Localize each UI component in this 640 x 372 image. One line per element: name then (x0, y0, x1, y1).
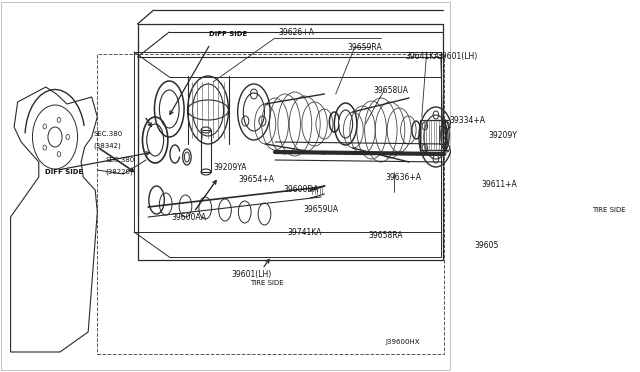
Text: (38342): (38342) (94, 143, 122, 149)
Text: 39658UA: 39658UA (374, 86, 409, 94)
Text: 39601(LH): 39601(LH) (437, 51, 477, 61)
Text: 39209Y: 39209Y (488, 131, 517, 140)
Text: 39659RA: 39659RA (347, 42, 381, 51)
Text: 39611+A: 39611+A (482, 180, 518, 189)
Text: 39334+A: 39334+A (449, 115, 485, 125)
Bar (420, 120, 445, 150)
Text: TIRE SIDE: TIRE SIDE (250, 280, 284, 286)
Text: DIFF SIDE: DIFF SIDE (45, 169, 83, 175)
Text: TIRE SIDE: TIRE SIDE (593, 207, 626, 213)
Text: (38220): (38220) (106, 169, 134, 175)
Bar (201, 130, 211, 172)
Text: SEC.380: SEC.380 (94, 131, 123, 137)
Text: 39636+A: 39636+A (385, 173, 421, 182)
Text: 39659UA: 39659UA (303, 205, 339, 214)
Text: 39605: 39605 (474, 241, 499, 250)
Text: J39600HX: J39600HX (385, 339, 420, 345)
Text: 39658RA: 39658RA (369, 231, 403, 240)
Text: 39600DA: 39600DA (284, 185, 319, 193)
Bar (438, 126, 445, 144)
Text: 39741KA: 39741KA (287, 228, 321, 237)
Text: 39626+A: 39626+A (278, 28, 314, 36)
Text: DIFF SIDE: DIFF SIDE (209, 31, 247, 37)
Text: 39209YA: 39209YA (213, 163, 246, 171)
Text: 39601(LH): 39601(LH) (231, 270, 271, 279)
Text: 39654+A: 39654+A (238, 174, 275, 183)
Text: 39641KA: 39641KA (406, 51, 440, 61)
Text: 39600AA: 39600AA (172, 212, 207, 221)
Bar (97, 54, 444, 354)
Text: SEC.380: SEC.380 (106, 157, 135, 163)
